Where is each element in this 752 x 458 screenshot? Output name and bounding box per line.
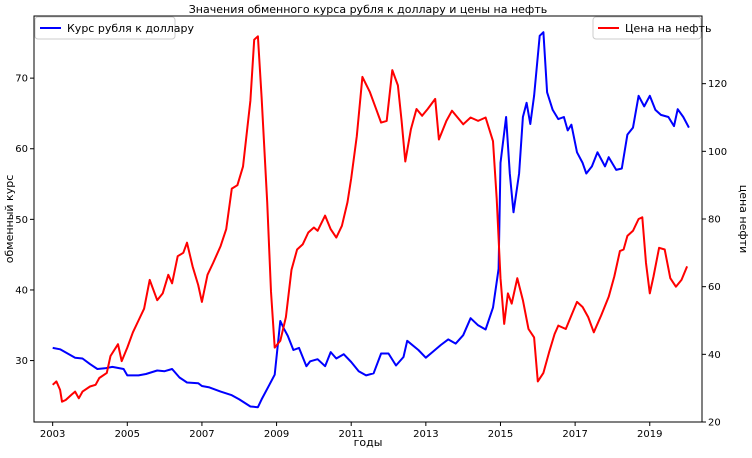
plot-area (33, 15, 703, 423)
legend-right: Цена на нефть (592, 16, 711, 40)
y-right-tick-label: 60 (708, 282, 721, 293)
y-left-tick-label: 60 (15, 144, 28, 155)
y-right-tick-label: 100 (708, 147, 727, 158)
y-axis-right-label: цена нефти (737, 185, 750, 254)
x-tick-label: 2009 (264, 429, 289, 440)
x-tick-label: 2019 (637, 429, 662, 440)
legend-right-box (592, 16, 702, 40)
x-tick-label: 2017 (562, 429, 587, 440)
x-axis-label: годы (354, 436, 383, 449)
legend-right-label: Цена на нефть (625, 22, 711, 35)
chart-title: Значения обменного курса рубля к доллару… (189, 3, 547, 16)
x-axis: 2003 2005 2007 2009 2011 2013 2015 2017 2019 (40, 422, 662, 440)
x-tick-label: 2013 (413, 429, 438, 440)
legend-left: Курс рубля к доллару (34, 16, 195, 40)
legend-left-box (34, 16, 176, 40)
series-line-exchange-rate (52, 31, 690, 409)
x-tick-label: 2015 (488, 429, 513, 440)
x-tick-label: 2007 (189, 429, 214, 440)
y-axis-left-label: обменный курс (3, 175, 16, 263)
y-left-tick-label: 30 (15, 356, 28, 367)
x-tick-label: 2005 (115, 429, 140, 440)
y-left-tick-label: 70 (15, 74, 28, 85)
series-line-oil-price (52, 35, 689, 403)
y-axis-left: 30 40 50 60 70 (15, 74, 34, 367)
y-right-tick-label: 80 (708, 215, 721, 226)
y-axis-right: 20 40 60 80 100 120 (702, 79, 727, 429)
legend-left-label: Курс рубля к доллару (67, 22, 195, 35)
y-right-tick-label: 120 (708, 79, 727, 90)
y-left-tick-label: 40 (15, 285, 28, 296)
series-lines (52, 31, 690, 409)
y-right-tick-label: 20 (708, 418, 721, 429)
y-right-tick-label: 40 (708, 350, 721, 361)
y-left-tick-label: 50 (15, 215, 28, 226)
x-tick-label: 2011 (338, 429, 363, 440)
x-tick-label: 2003 (40, 429, 65, 440)
